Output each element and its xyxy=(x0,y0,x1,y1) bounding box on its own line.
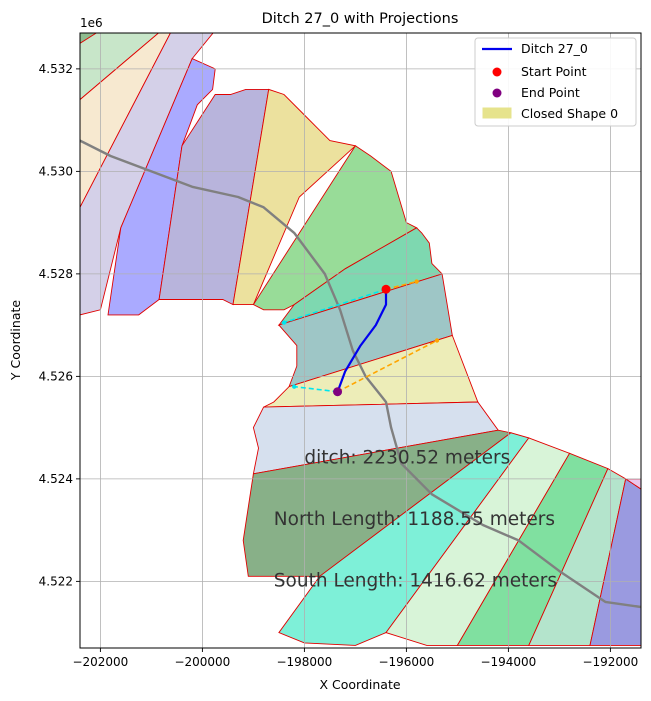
x-tick-label-0: −202000 xyxy=(72,655,128,669)
projection-end-3 xyxy=(434,338,440,343)
x-tick-label-1: −200000 xyxy=(174,655,230,669)
legend-shape-patch xyxy=(482,107,512,119)
legend-box xyxy=(474,37,637,127)
y-axis-ticks: 4.522 4.524 4.526 4.528 4.530 4.532 xyxy=(39,62,80,588)
line-layer xyxy=(80,139,641,609)
y-tick-label-3: 4.528 xyxy=(39,267,73,281)
projection-line-2 xyxy=(294,385,338,393)
y-tick-label-5: 4.532 xyxy=(39,62,73,76)
closed-shape-1 xyxy=(80,33,98,44)
grid-layer xyxy=(80,33,641,648)
x-axis-ticks: −202000 −200000 −198000 −196000 −194000 −1920… xyxy=(72,648,638,669)
projection-end-0 xyxy=(281,320,287,325)
x-tick-label-2: −198000 xyxy=(276,655,332,669)
projection-end-1 xyxy=(414,279,419,284)
projection-line-0 xyxy=(283,288,387,324)
ditch-line xyxy=(336,289,388,393)
y-offset-label: 1e6 xyxy=(80,16,103,30)
axes-frame xyxy=(79,32,642,649)
y-tick-label-0: 4.522 xyxy=(39,574,73,588)
annotation-2: South Length: 1416.62 meters xyxy=(274,571,557,592)
closed-shape-13 xyxy=(278,432,530,646)
legend-label-start: Start Point xyxy=(521,64,587,79)
closed-shape-6 xyxy=(232,88,357,306)
polygon-layer xyxy=(80,33,641,646)
start-point xyxy=(381,284,391,294)
legend: Ditch 27_0 Start Point End Point Closed … xyxy=(474,37,637,127)
annotation-1: North Length: 1188.55 meters xyxy=(274,509,555,530)
closed-shape-4 xyxy=(107,58,216,316)
annotation-0: ditch: 2230.52 meters xyxy=(304,448,510,469)
legend-label-end: End Point xyxy=(521,85,580,100)
y-axis-label: Y Coordinate xyxy=(8,300,23,381)
annotation-layer: ditch: 2230.52 meters North Length: 1188.… xyxy=(274,448,557,592)
closed-shape-17 xyxy=(589,478,641,646)
x-tick-label-5: −192000 xyxy=(582,655,638,669)
chart-title: Ditch 27_0 with Projections xyxy=(262,11,459,27)
closed-shape-5 xyxy=(158,88,270,306)
projection-line-1 xyxy=(385,280,417,291)
x-tick-label-4: −194000 xyxy=(480,655,536,669)
y-tick-label-1: 4.524 xyxy=(39,472,73,486)
legend-end-dot xyxy=(492,88,502,98)
x-tick-label-3: −196000 xyxy=(378,655,434,669)
projection-end-2 xyxy=(292,384,297,389)
projection-line-3 xyxy=(337,339,438,393)
y-tick-label-4: 4.530 xyxy=(39,164,73,178)
legend-start-dot xyxy=(492,67,502,77)
end-point xyxy=(333,387,343,397)
centerline xyxy=(80,139,641,609)
legend-label-shape: Closed Shape 0 xyxy=(521,106,618,121)
legend-label-ditch: Ditch 27_0 xyxy=(521,41,588,56)
x-axis-label: X Coordinate xyxy=(319,677,400,692)
y-tick-label-2: 4.526 xyxy=(39,369,73,383)
